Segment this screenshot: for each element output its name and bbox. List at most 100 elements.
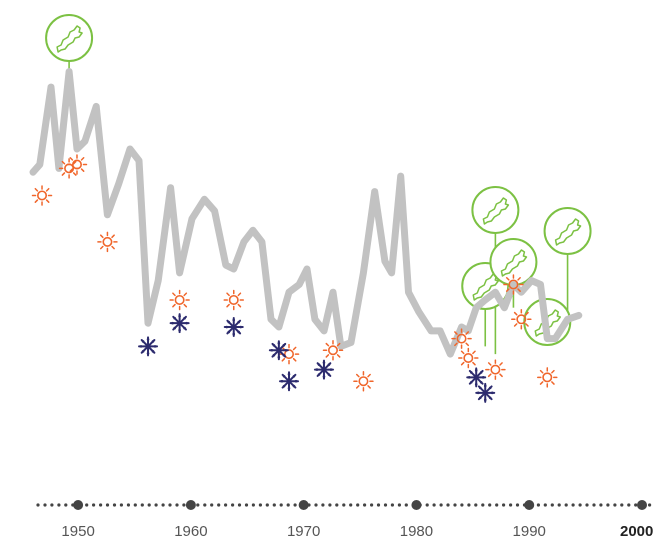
axis-major-dot — [298, 500, 309, 510]
axis-dot — [272, 503, 276, 507]
sun-icon — [322, 340, 344, 361]
map-marker — [45, 14, 94, 72]
axis-dot — [64, 503, 68, 507]
axis-dot — [453, 503, 457, 507]
axis-dot — [578, 503, 582, 507]
axis-dot — [286, 503, 290, 507]
sun-icon — [537, 367, 558, 388]
axis-major-dot — [411, 500, 422, 510]
x-tick-label: 2000 — [620, 523, 653, 539]
snowflake-icon — [466, 367, 487, 388]
axis-dot — [105, 503, 110, 507]
axis-dot — [356, 503, 360, 507]
axis-dot — [92, 503, 96, 507]
axis-dot — [390, 503, 394, 507]
sun-icon — [31, 185, 53, 206]
axis-dot — [342, 503, 346, 507]
axis-dot — [231, 503, 235, 507]
axis-dot — [488, 503, 492, 507]
axis-dot — [314, 503, 318, 507]
axis-dot — [370, 503, 374, 507]
axis-dot — [481, 503, 485, 507]
sun-icon — [511, 309, 532, 330]
axis-dot — [550, 503, 554, 507]
axis-dot — [237, 503, 242, 507]
sun-icon — [485, 359, 506, 380]
axis-dot — [557, 503, 561, 507]
sun-icon — [451, 328, 472, 349]
x-tick-label: 1960 — [174, 523, 207, 539]
axis-dot — [265, 503, 269, 507]
snowflake-icon — [313, 359, 334, 380]
snowflake-icon — [223, 317, 244, 338]
axis-dot — [634, 503, 638, 507]
axis-dot — [279, 503, 283, 507]
axis-dot — [349, 503, 353, 507]
axis-dot — [404, 503, 408, 507]
axis-dot — [592, 503, 596, 507]
axis-dot — [57, 503, 61, 507]
axis-dot — [460, 503, 464, 507]
axis-dot — [397, 503, 401, 507]
axis-dot — [217, 503, 221, 507]
sun-icon — [278, 343, 300, 365]
x-tick-label: 1980 — [400, 523, 433, 539]
axis-dot — [328, 503, 332, 507]
snowflake-icon — [475, 382, 496, 403]
x-tick-label: 1970 — [287, 523, 320, 539]
axis-dot — [293, 503, 297, 507]
weather-markers — [31, 154, 558, 403]
series-line — [29, 68, 583, 358]
axis-dot — [648, 503, 652, 507]
axis-dot — [224, 503, 228, 507]
x-tick-label: 1950 — [61, 523, 94, 539]
sun-icon — [458, 347, 479, 369]
x-axis: 1950 1960 1970 1980 1990 2000 — [36, 500, 653, 539]
axis-dot — [425, 503, 429, 507]
sun-icon — [503, 274, 524, 295]
axis-dot — [606, 503, 610, 507]
axis-dot — [509, 503, 513, 507]
axis-dot — [203, 503, 207, 507]
sun-icon — [66, 154, 88, 175]
axis-dot — [571, 503, 575, 507]
axis-dot — [168, 503, 172, 507]
axis-dot — [182, 503, 186, 507]
axis-dot — [258, 503, 262, 507]
axis-dot — [543, 503, 547, 507]
axis-dot — [376, 503, 381, 507]
axis-dot — [175, 503, 179, 507]
axis-dot — [140, 503, 144, 507]
axis-dot — [383, 503, 388, 507]
axis-dot — [536, 503, 541, 507]
snowflake-icon — [268, 340, 289, 361]
axis-major-dot — [637, 500, 647, 510]
axis-dot — [196, 503, 200, 507]
sun-icon — [97, 231, 118, 253]
map-marker — [543, 207, 592, 320]
snowflake-icon — [138, 336, 159, 357]
axis-dot — [99, 503, 103, 507]
sun-icon — [169, 289, 190, 311]
axis-dot — [112, 503, 117, 507]
snowflake-icon — [169, 313, 190, 334]
axis-dot — [432, 503, 436, 507]
axis-dot — [50, 503, 54, 507]
axis-dot — [126, 503, 130, 507]
axis-dot — [154, 503, 158, 507]
axis-dot — [36, 503, 40, 507]
axis-dot — [85, 503, 89, 507]
axis-dot — [244, 503, 249, 507]
axis-dot — [446, 503, 450, 507]
axis-dot — [147, 503, 151, 507]
axis-dot — [627, 503, 631, 507]
axis-dot — [119, 503, 123, 507]
axis-dot — [502, 503, 506, 507]
sun-icon — [353, 370, 374, 392]
axis-dot — [363, 503, 367, 507]
axis-dot — [335, 503, 339, 507]
axis-dot — [564, 503, 568, 507]
axis-dot — [43, 503, 47, 507]
axis-dot — [439, 503, 443, 507]
